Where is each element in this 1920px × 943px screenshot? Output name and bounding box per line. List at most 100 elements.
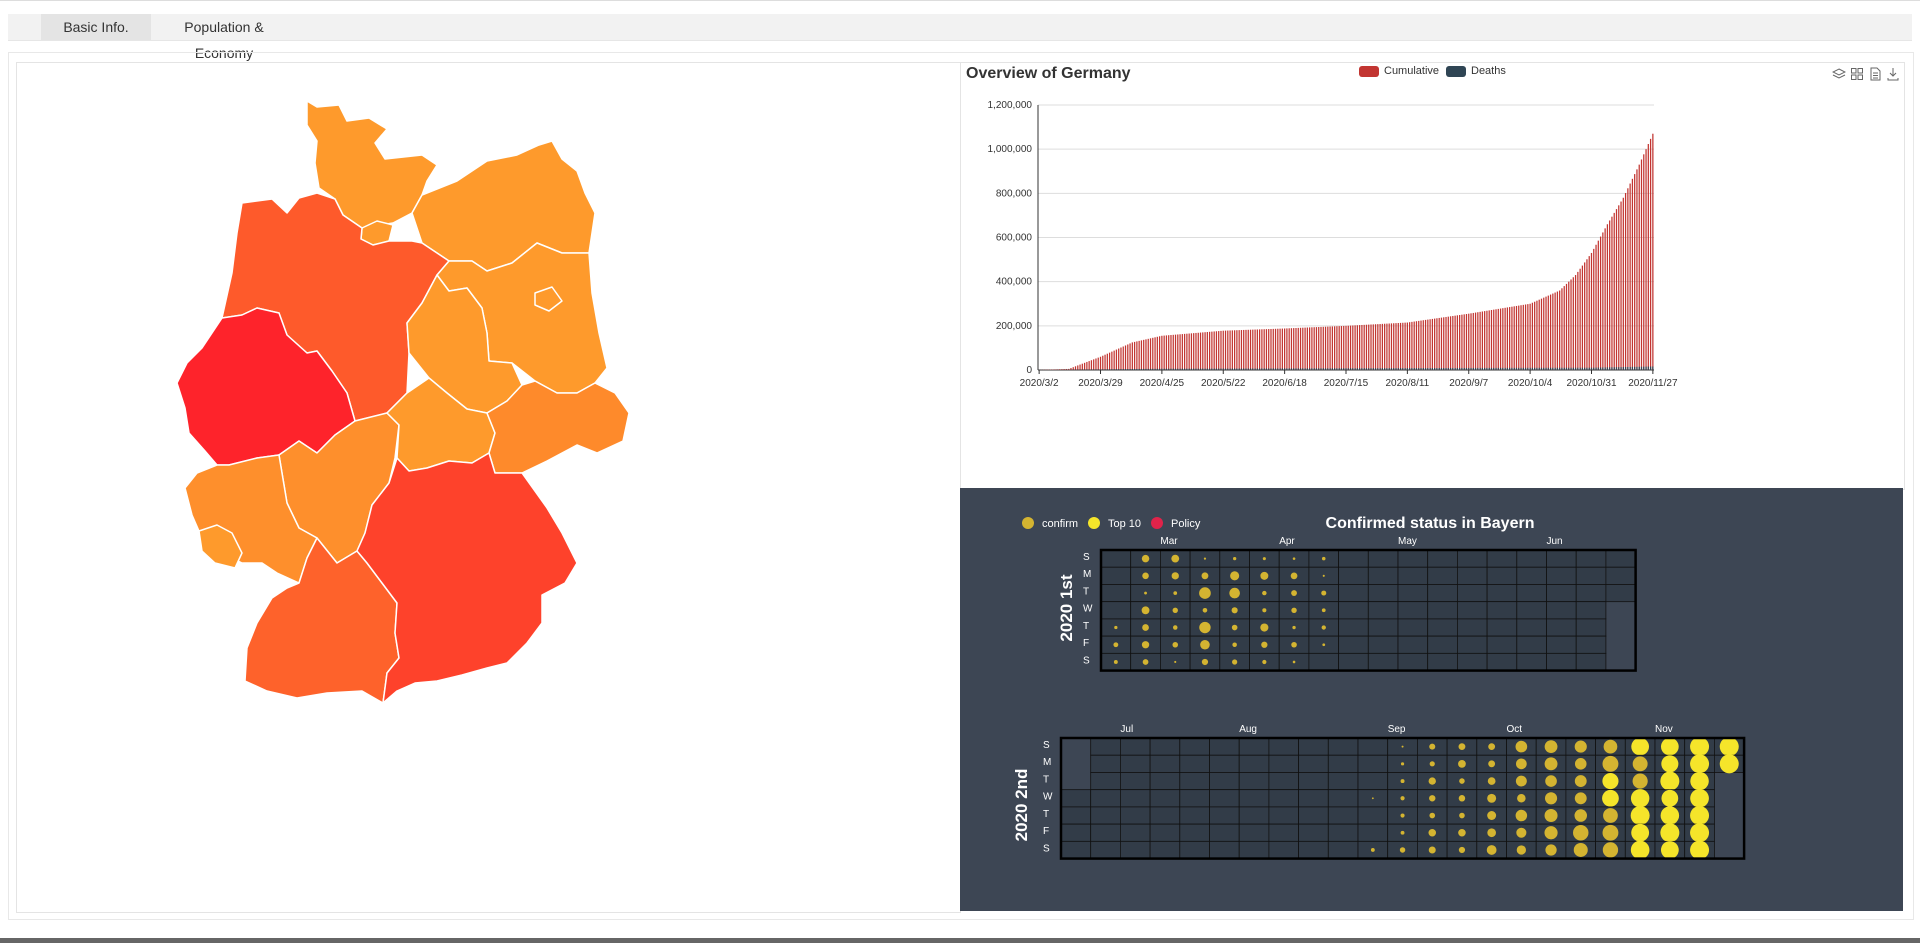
calendar-cell[interactable] [1338,652,1369,671]
bar-cumulative[interactable] [1211,331,1213,370]
bar-cumulative[interactable] [1470,313,1472,370]
calendar-cell[interactable] [1357,823,1389,842]
bar-cumulative[interactable] [1293,328,1295,370]
calendar-cell[interactable] [1100,601,1132,620]
calendar-cell[interactable] [1238,737,1270,756]
confirm-dot[interactable] [1142,572,1149,580]
bar-cumulative[interactable] [1490,310,1493,370]
calendar-cell[interactable] [1486,618,1518,637]
calendar-cell[interactable] [1238,840,1270,859]
bar-cumulative[interactable] [1065,368,1068,370]
bar-deaths[interactable] [1636,366,1638,370]
bar-deaths[interactable] [1652,366,1654,370]
bar-cumulative[interactable] [1261,329,1263,370]
calendar-cell[interactable] [1575,549,1607,568]
confirm-dot[interactable] [1429,795,1436,802]
bar-cumulative[interactable] [1606,224,1609,370]
top10-dot[interactable] [1690,806,1710,826]
bar-cumulative[interactable] [1199,332,1202,370]
calendar-cell[interactable] [1238,772,1270,791]
calendar-cell[interactable] [1327,737,1359,756]
bar-deaths[interactable] [1174,368,1177,370]
bar-deaths[interactable] [1486,367,1488,370]
calendar-cell[interactable] [1575,584,1607,603]
bar-deaths[interactable] [1313,368,1315,370]
bar-cumulative[interactable] [1290,328,1293,370]
confirm-dot[interactable] [1516,845,1526,855]
bar-deaths[interactable] [1213,368,1215,370]
confirm-dot[interactable] [1292,625,1296,630]
bar-cumulative[interactable] [1511,306,1513,370]
bar-cumulative[interactable] [1270,328,1272,370]
bar-deaths[interactable] [1565,367,1568,370]
bar-deaths[interactable] [1577,367,1579,370]
bar-deaths[interactable] [1227,368,1229,370]
bar-cumulative[interactable] [1058,369,1061,370]
bar-cumulative[interactable] [1265,329,1268,370]
calendar-cell[interactable] [1575,601,1607,620]
bar-cumulative[interactable] [1090,360,1093,370]
bar-deaths[interactable] [1318,368,1320,370]
bar-deaths[interactable] [1545,367,1547,370]
bar-cumulative[interactable] [1154,337,1156,370]
bar-cumulative[interactable] [1402,322,1404,370]
bar-cumulative[interactable] [1447,316,1449,370]
bar-cumulative[interactable] [1597,240,1599,370]
calendar-cell[interactable] [1090,754,1121,773]
bar-cumulative[interactable] [1322,326,1324,370]
bar-cumulative[interactable] [1540,298,1543,370]
confirm-dot[interactable] [1487,777,1496,785]
bar-cumulative[interactable] [1338,326,1340,370]
confirm-dot[interactable] [1321,556,1326,561]
bar-deaths[interactable] [1324,368,1327,370]
bar-cumulative[interactable] [1220,330,1222,370]
confirm-dot[interactable] [1371,797,1374,800]
bar-deaths[interactable] [1513,367,1515,370]
bar-cumulative[interactable] [1193,333,1195,370]
bar-deaths[interactable] [1379,368,1381,370]
bar-cumulative[interactable] [1572,277,1574,370]
calendar-cell[interactable] [1605,584,1637,603]
bar-cumulative[interactable] [1431,318,1434,370]
bar-deaths[interactable] [1495,367,1497,370]
bar-deaths[interactable] [1211,368,1213,370]
bar-cumulative[interactable] [1363,324,1365,370]
bar-deaths[interactable] [1270,368,1272,370]
bar-deaths[interactable] [1534,367,1536,370]
bar-cumulative[interactable] [1445,316,1447,370]
bar-cumulative[interactable] [1249,329,1252,370]
bar-cumulative[interactable] [1124,345,1127,370]
bar-deaths[interactable] [1231,368,1233,370]
confirm-dot[interactable] [1400,762,1405,766]
confirm-dot[interactable] [1487,811,1497,820]
bar-deaths[interactable] [1420,368,1422,370]
confirm-dot[interactable] [1142,624,1149,631]
calendar-cell[interactable] [1367,601,1399,620]
bar-deaths[interactable] [1247,368,1249,370]
bar-cumulative[interactable] [1534,301,1536,370]
bar-deaths[interactable] [1554,367,1556,370]
bar-deaths[interactable] [1143,368,1145,370]
calendar-cell[interactable] [1298,754,1329,773]
bar-deaths[interactable] [1356,368,1358,370]
bar-deaths[interactable] [1624,367,1627,370]
bar-cumulative[interactable] [1120,347,1122,370]
bar-cumulative[interactable] [1145,339,1147,370]
bar-deaths[interactable] [1161,368,1163,370]
calendar-cell[interactable] [1298,772,1329,791]
confirm-dot[interactable] [1544,792,1558,805]
bar-cumulative[interactable] [1158,336,1161,370]
bar-cumulative[interactable] [1195,332,1197,370]
calendar-cell[interactable] [1119,737,1151,756]
bar-cumulative[interactable] [1140,340,1143,370]
bar-cumulative[interactable] [1611,216,1613,370]
bar-deaths[interactable] [1590,367,1593,370]
bar-deaths[interactable] [1183,368,1186,370]
confirm-dot[interactable] [1171,572,1179,580]
bar-deaths[interactable] [1581,367,1584,370]
bar-cumulative[interactable] [1324,326,1327,370]
bar-cumulative[interactable] [1493,309,1495,370]
bar-cumulative[interactable] [1379,323,1381,370]
bar-cumulative[interactable] [1395,323,1397,370]
legend-cumulative[interactable]: Cumulative [1359,65,1439,77]
